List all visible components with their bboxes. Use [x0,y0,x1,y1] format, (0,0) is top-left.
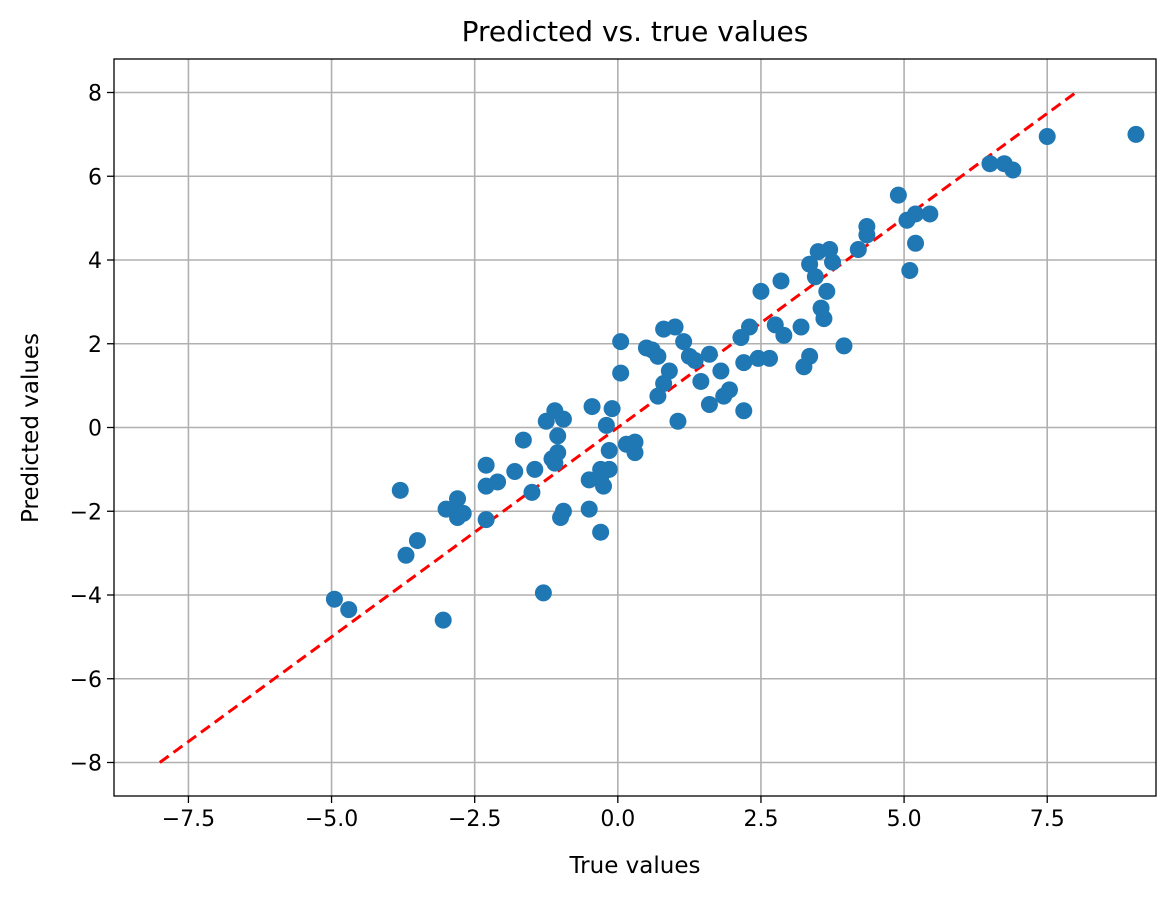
data-point [735,402,753,420]
data-point [772,272,790,290]
y-tick-label: 2 [88,333,102,358]
data-point [340,601,358,619]
data-point [1127,125,1145,143]
reference-line-layer [158,91,1077,764]
data-point [806,268,824,286]
y-tick-label: 8 [88,82,102,107]
y-axis-label: Predicted values [18,333,44,523]
data-point [325,590,343,608]
data-point [686,352,704,369]
data-point [626,444,644,462]
y-tick-label: 6 [88,165,102,190]
data-point [752,282,770,300]
data-point [741,318,759,336]
data-point [489,473,507,491]
data-point [1004,161,1022,179]
data-point [761,349,779,367]
y-tick-label: −8 [70,752,102,777]
y-tick-label: −6 [70,668,102,693]
data-point [526,460,544,478]
x-axis-ticks: −7.5 −5.0 −2.5 0.0 2.5 5.0 7.5 [162,796,1065,832]
data-point [907,205,925,223]
data-point [669,412,687,430]
data-point [600,460,618,478]
x-tick-label: −5.0 [305,807,358,832]
data-point [889,186,907,204]
data-point [554,410,572,428]
data-point [981,155,999,173]
data-point [735,354,753,372]
data-point [815,310,833,328]
data-point [901,261,919,279]
data-point [907,234,925,252]
data-point [449,490,467,508]
data-point [712,362,730,380]
data-point [824,253,842,271]
data-point [649,347,667,365]
chart-title: Predicted vs. true values [462,15,809,48]
data-point [580,500,598,518]
x-tick-label: 2.5 [743,807,778,832]
y-tick-label: 4 [88,249,102,274]
data-point [506,462,524,480]
data-point [549,427,567,445]
data-point [523,483,541,501]
data-point [700,345,718,363]
data-point [534,584,552,602]
data-point [666,318,684,336]
y-tick-label: 0 [88,417,102,442]
data-point [603,400,621,418]
y-axis-ticks: −8 −6 −4 −2 0 2 4 6 8 [70,82,114,777]
data-point [477,456,495,474]
x-tick-label: 5.0 [887,807,922,832]
x-tick-label: −7.5 [162,807,215,832]
data-point [391,481,409,499]
data-point [818,282,836,300]
data-point [835,337,853,355]
x-tick-label: 7.5 [1030,807,1065,832]
data-point [801,347,819,365]
grid [114,59,1156,796]
data-point [597,416,615,434]
data-point [675,333,693,351]
data-point [660,362,678,380]
data-point [700,395,718,413]
data-point [592,523,610,541]
data-point [583,398,601,416]
data-point [600,442,618,460]
data-point [858,226,876,244]
data-point [612,333,630,351]
y-tick-label: −4 [70,584,102,609]
x-axis-label: True values [569,853,701,879]
x-tick-label: −2.5 [448,807,501,832]
data-point [692,372,710,390]
data-point [775,326,793,344]
x-tick-label: 0.0 [600,807,635,832]
data-point [477,511,495,529]
data-point [1038,127,1056,145]
data-point [454,504,472,522]
data-point [434,611,452,629]
reference-line [158,91,1077,764]
data-point [612,364,630,382]
data-point [792,318,810,336]
data-point [720,381,738,399]
y-tick-label: −2 [70,500,102,525]
data-point [554,502,572,520]
data-point [921,205,939,223]
data-point [595,477,613,495]
data-point [549,444,567,462]
data-point [397,546,415,564]
data-point [408,532,426,550]
data-point [514,431,532,449]
data-points [325,125,1145,629]
data-point [849,241,867,259]
